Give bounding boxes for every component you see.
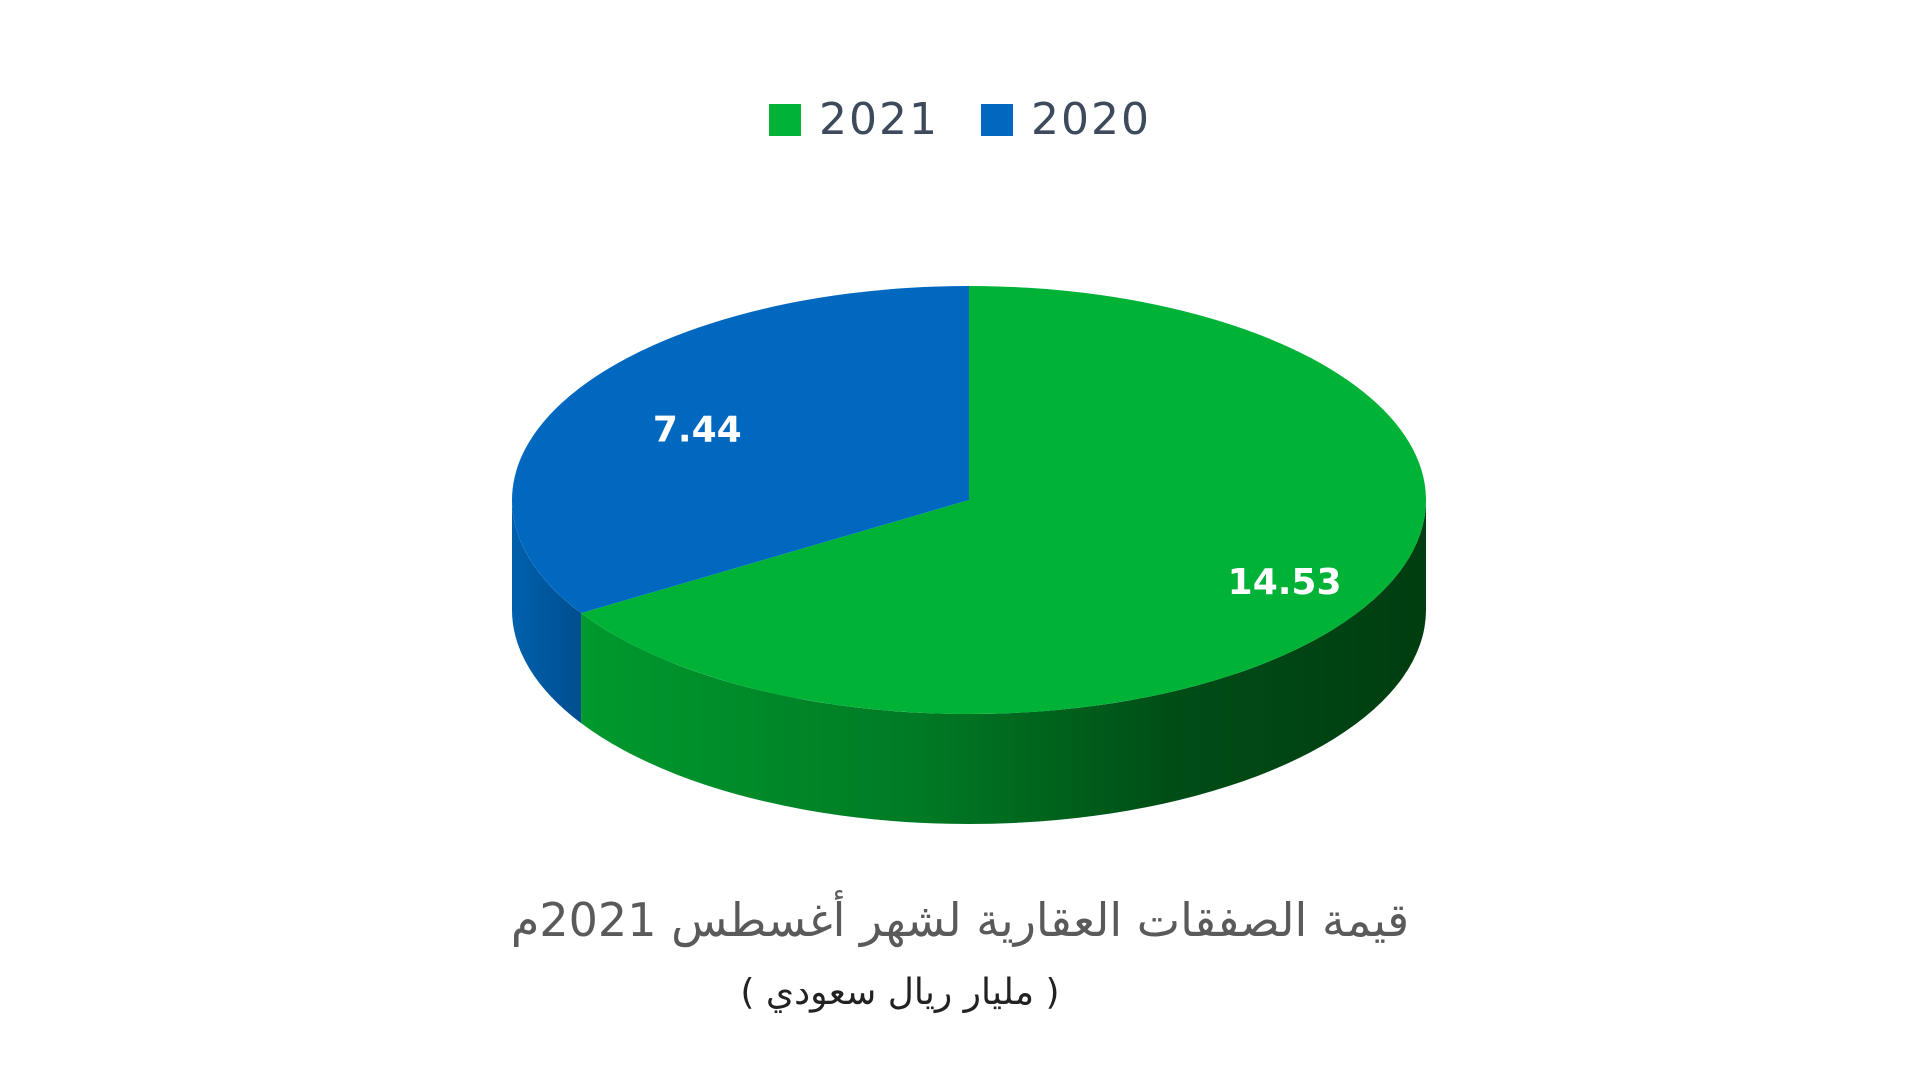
- pie-group: 14.53 7.44: [512, 286, 1427, 824]
- data-label-2021: 14.53: [1228, 562, 1342, 603]
- legend-item-2020: 2020: [981, 98, 1151, 142]
- chart-title: قيمة الصفقات العقارية لشهر أغسطس 2021م: [510, 893, 1410, 947]
- pie-slice-2020: [512, 286, 969, 614]
- legend-label-2021: 2021: [819, 94, 939, 145]
- legend-label-2020: 2020: [1031, 94, 1151, 145]
- legend-item-2021: 2021: [769, 98, 939, 142]
- legend-swatch-2021: [769, 104, 802, 136]
- side-wall-2020: [512, 500, 582, 724]
- data-label-2020: 7.44: [653, 409, 742, 450]
- legend-swatch-2020: [981, 104, 1013, 136]
- side-wall-2021: [581, 500, 1426, 824]
- chart-legend: 2021 2020: [0, 98, 1920, 142]
- pie-slice-2021: [581, 286, 1427, 715]
- chart-subtitle: ( مليار ريال سعودي ): [740, 972, 1060, 1013]
